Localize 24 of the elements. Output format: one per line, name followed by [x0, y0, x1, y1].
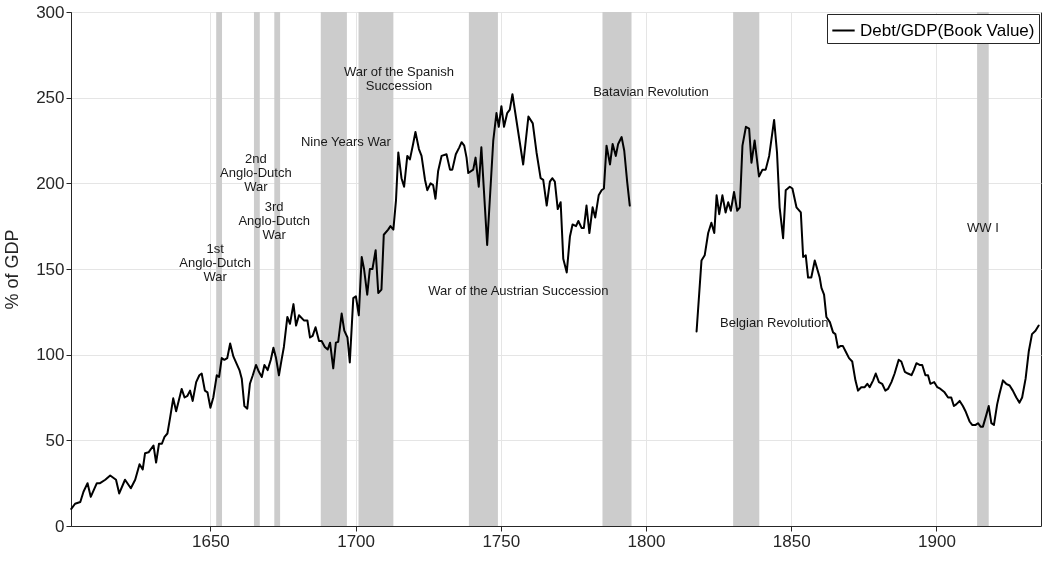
band-label: 2nd Anglo-Dutch War [220, 151, 292, 194]
x-tick-label: 1650 [191, 531, 230, 551]
x-tick-label: 1900 [918, 531, 956, 551]
band-label: War of the Austrian Succession [428, 283, 609, 298]
x-tick-label: 1750 [482, 531, 521, 551]
band-label: WW I [967, 220, 999, 235]
y-tick-label: 50 [45, 430, 65, 450]
band-label: Batavian Revolution [593, 84, 709, 99]
y-tick-label: 150 [36, 259, 65, 279]
legend-label: Debt/GDP(Book Value) [860, 20, 1035, 40]
y-tick-label: 200 [36, 173, 65, 193]
x-tick-label: 1850 [772, 531, 811, 551]
x-tick-label: 1800 [627, 531, 666, 551]
y-tick-label: 300 [36, 2, 65, 22]
x-tick-label: 1700 [337, 531, 376, 551]
y-tick-label: 100 [36, 345, 65, 365]
band-label: 1st Anglo-Dutch War [179, 241, 251, 284]
band-label: Nine Years War [300, 134, 392, 149]
y-tick-label: 250 [36, 88, 65, 108]
y-axis-title: % of GDP [2, 229, 23, 310]
band-label: 3rd Anglo-Dutch War [238, 199, 310, 242]
band-label: Belgian Revolution [720, 315, 829, 330]
y-tick-label: 0 [55, 516, 65, 536]
band-label: War of the Spanish Succession [343, 64, 454, 93]
